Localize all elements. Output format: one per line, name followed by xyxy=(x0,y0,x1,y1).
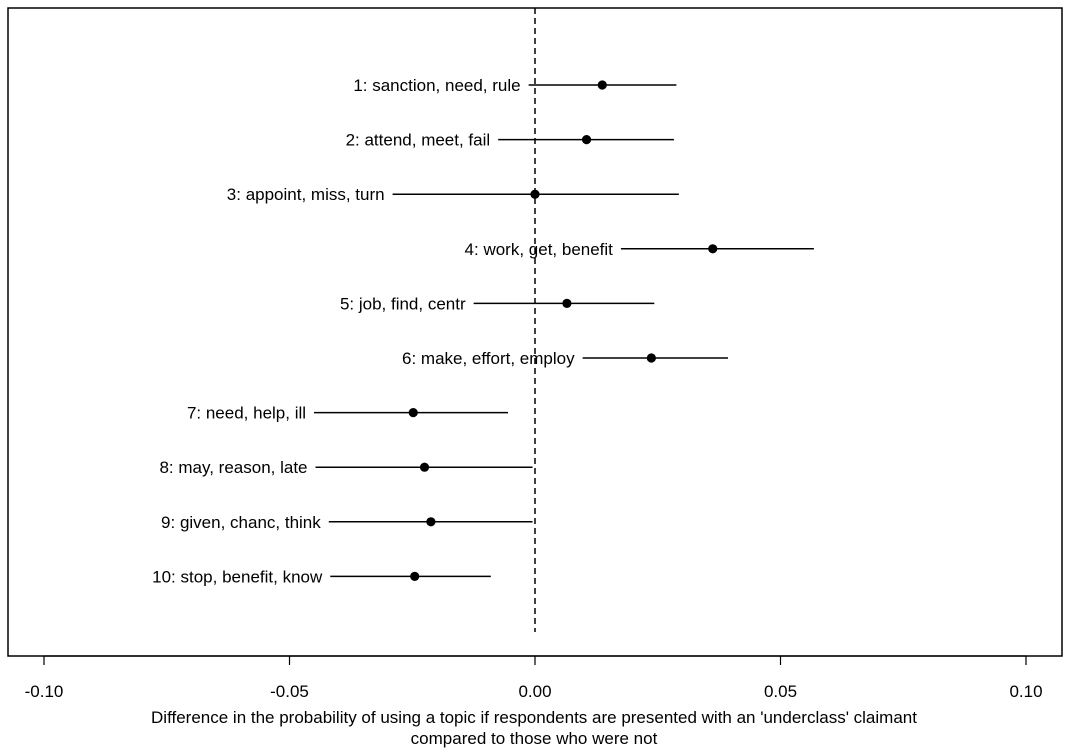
x-tick-label: 0.00 xyxy=(518,682,551,701)
x-axis-ticks: -0.10 -0.05 0.00 0.05 0.10 xyxy=(25,656,1043,701)
x-tick-label: -0.10 xyxy=(25,682,64,701)
x-tick-label: -0.05 xyxy=(270,682,309,701)
topic-row: 1: sanction, need, rule xyxy=(353,76,677,95)
point-estimate xyxy=(530,189,540,199)
x-axis-label-line-2: compared to those who were not xyxy=(410,729,658,748)
x-tick-label: 0.10 xyxy=(1009,682,1042,701)
point-estimate xyxy=(410,571,420,582)
topic-label: 9: given, chanc, think xyxy=(161,513,321,532)
point-estimate xyxy=(646,353,656,363)
topic-label: 5: job, find, centr xyxy=(340,294,466,313)
point-estimate xyxy=(426,517,436,527)
topic-row: 9: given, chanc, think xyxy=(161,513,533,532)
topic-row: 6: make, effort, employ xyxy=(402,349,728,368)
point-estimate xyxy=(597,80,607,90)
topic-row: 10: stop, benefit, know xyxy=(152,567,491,586)
topic-row: 8: may, reason, late xyxy=(159,458,533,477)
x-tick-label: 0.05 xyxy=(764,682,797,701)
topic-label: 7: need, help, ill xyxy=(187,404,306,423)
topic-label: 2: attend, meet, fail xyxy=(346,131,491,150)
topic-row: 5: job, find, centr xyxy=(340,294,655,313)
topic-row: 3: appoint, miss, turn xyxy=(227,185,679,204)
topic-label: 4: work, get, benefit xyxy=(465,240,614,259)
topic-label: 6: make, effort, employ xyxy=(402,349,575,368)
topic-label: 1: sanction, need, rule xyxy=(353,76,520,95)
topic-row: 7: need, help, ill xyxy=(187,404,508,423)
topic-row: 4: work, get, benefit xyxy=(465,240,814,259)
point-estimate xyxy=(408,408,418,418)
point-estimate xyxy=(708,244,718,254)
point-estimate xyxy=(419,462,430,472)
point-estimate xyxy=(581,135,592,145)
topic-label: 8: may, reason, late xyxy=(159,458,307,477)
topic-estimates: 1: sanction, need, rule 2: attend, meet, … xyxy=(152,76,814,586)
point-estimate xyxy=(562,298,572,308)
topic-label: 3: appoint, miss, turn xyxy=(227,185,385,204)
topic-row: 2: attend, meet, fail xyxy=(346,131,674,150)
x-axis-label-line-1: Difference in the probability of using a… xyxy=(151,708,917,727)
topic-label: 10: stop, benefit, know xyxy=(152,567,323,586)
